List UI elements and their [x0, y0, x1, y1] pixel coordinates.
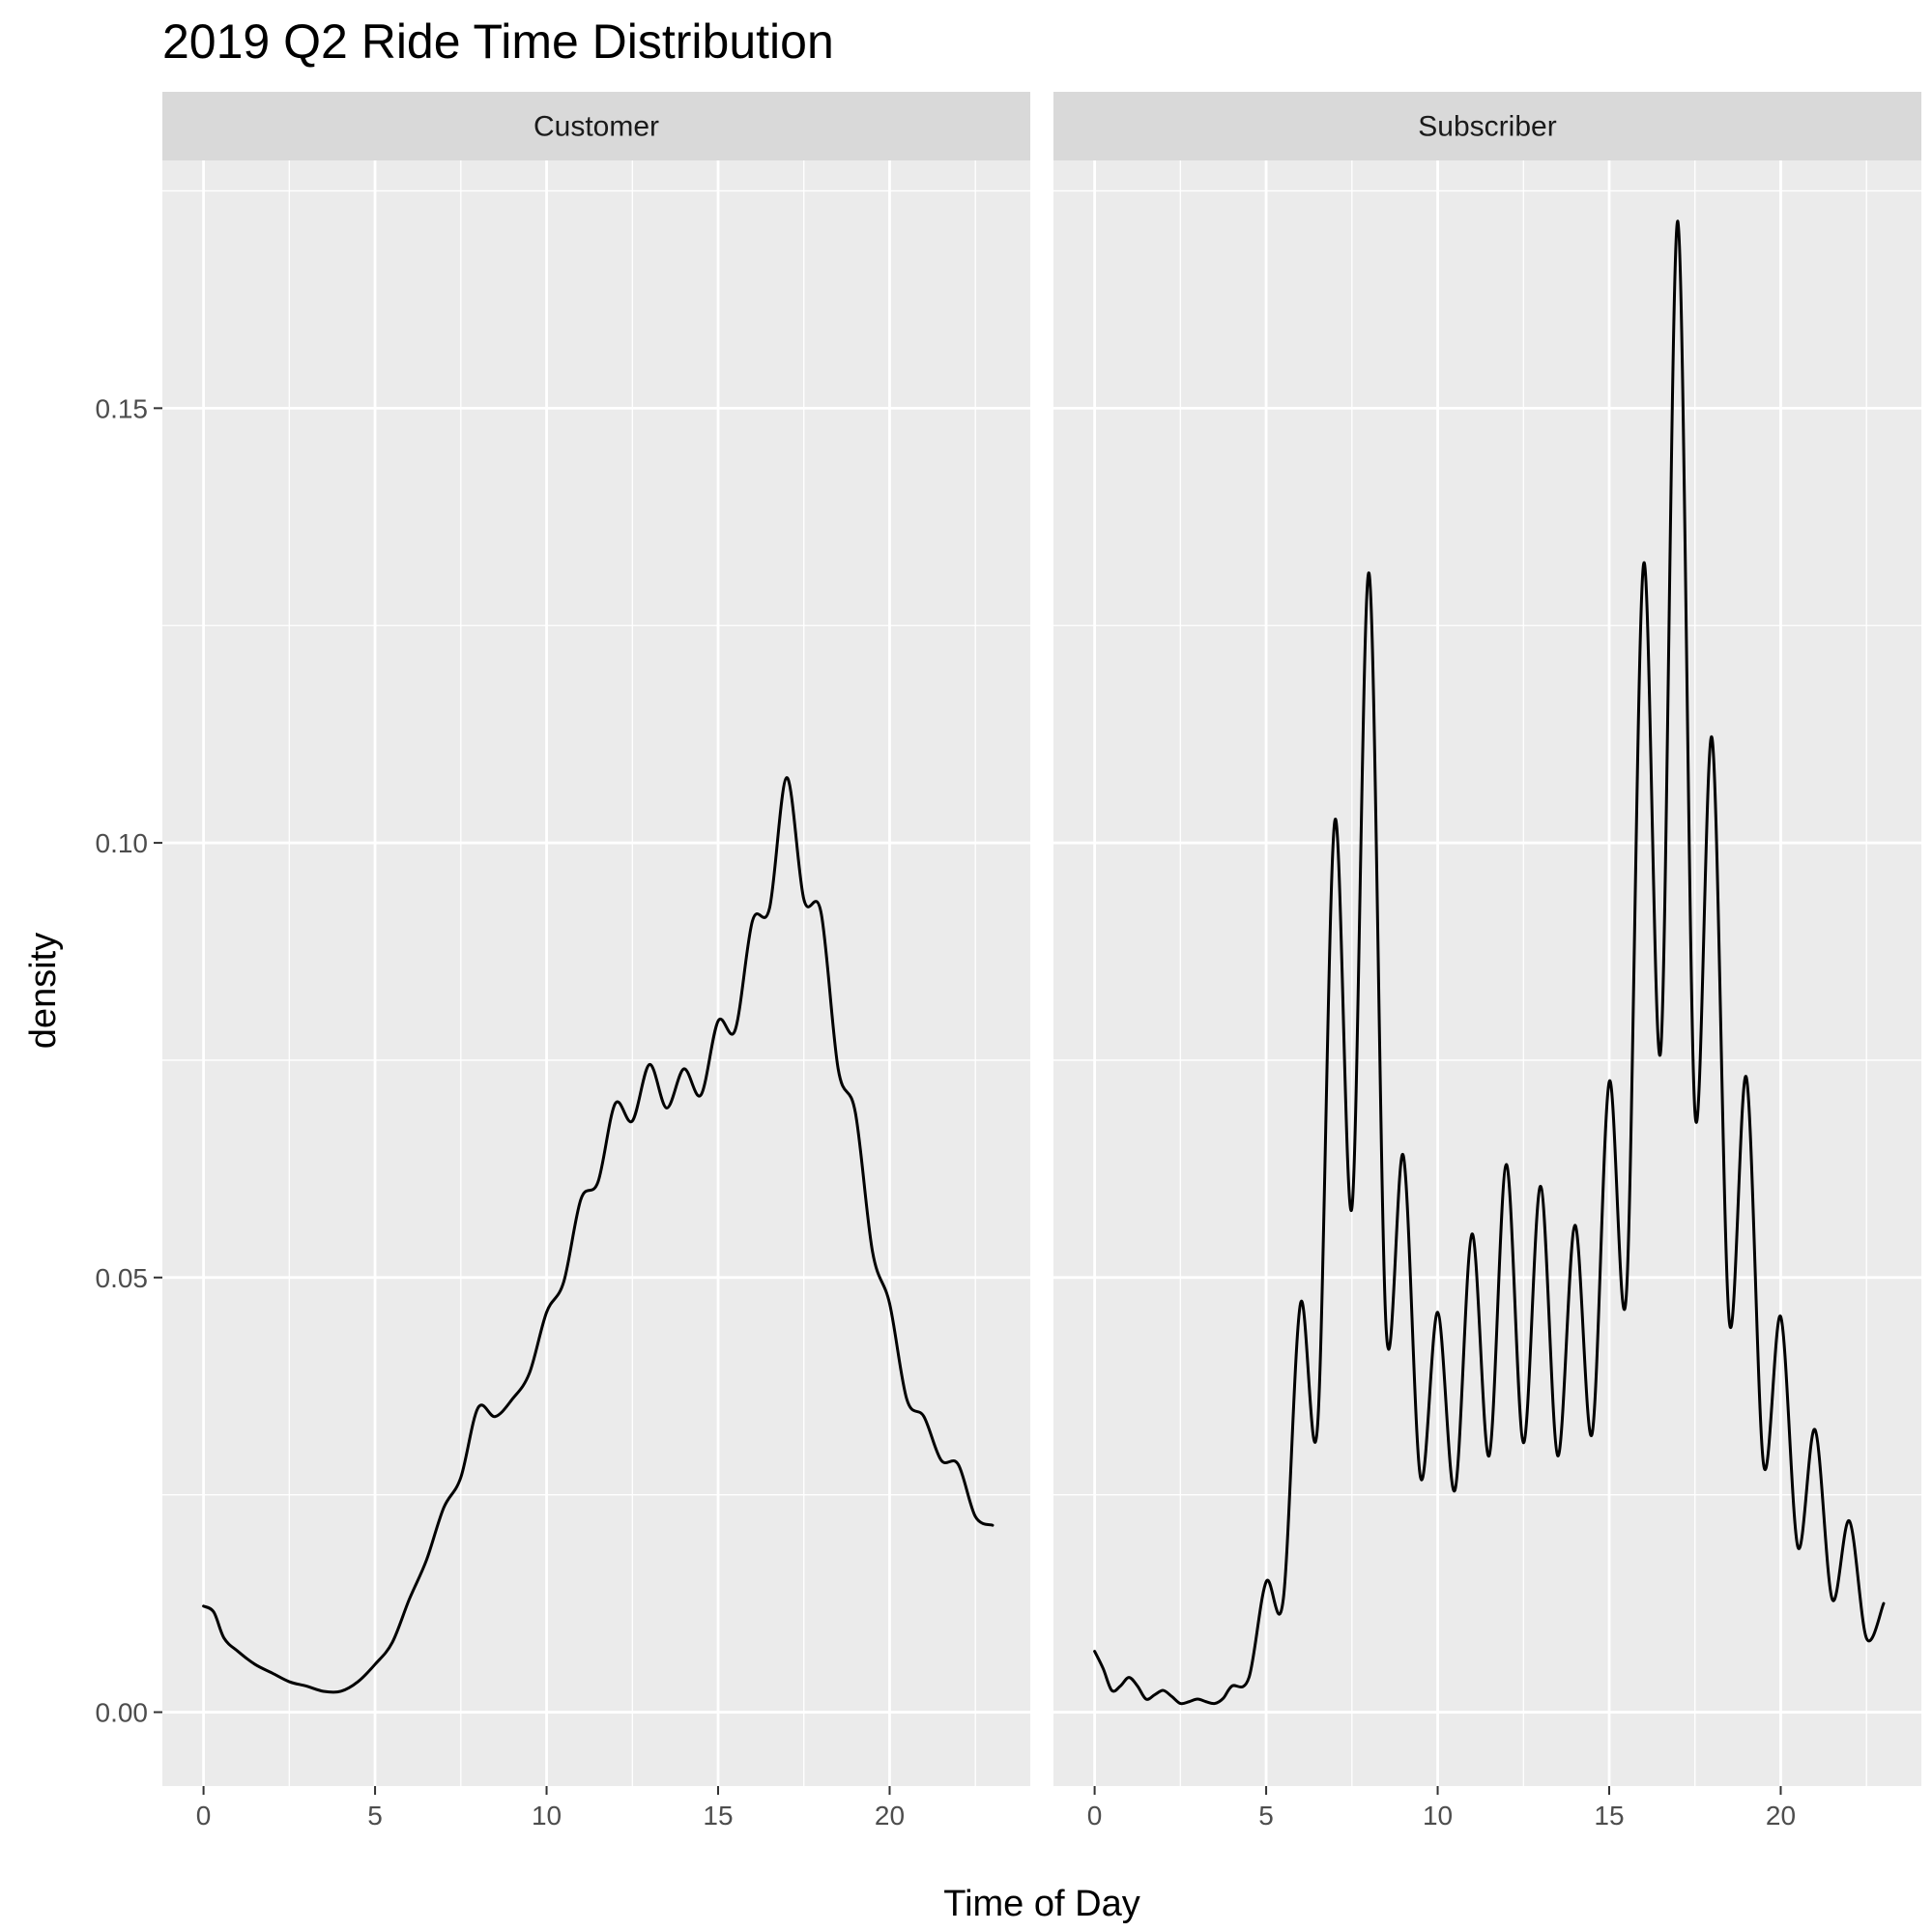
y-tick-label: 0.00: [96, 1698, 149, 1728]
strip-label: Customer: [533, 111, 659, 143]
density-line-customer: [202, 776, 995, 1694]
strip-background: [1053, 92, 1921, 160]
strip-background: [162, 92, 1030, 160]
x-tick-label: 0: [196, 1801, 212, 1831]
x-tick-label: 5: [1258, 1801, 1274, 1831]
panel-background: [1053, 160, 1921, 1786]
x-tick-label: 15: [1594, 1801, 1624, 1831]
x-tick-label: 10: [532, 1801, 562, 1831]
x-tick-label: 0: [1087, 1801, 1103, 1831]
x-tick-label: 20: [875, 1801, 905, 1831]
facet-panel-subscriber: Subscriber 0 5 10 15 20: [1053, 92, 1921, 1831]
x-tick-label: 10: [1423, 1801, 1453, 1831]
facet-panel-customer: Customer 0 5 10 15 20 0.00 0.05 0.10 0.15: [96, 92, 1030, 1831]
strip-label: Subscriber: [1418, 111, 1556, 143]
x-tick-label: 20: [1766, 1801, 1796, 1831]
panel-background: [162, 160, 1030, 1786]
chart-title: 2019 Q2 Ride Time Distribution: [162, 14, 834, 69]
panels-layer: Customer 0 5 10 15 20 0.00 0.05 0.10 0.15 Subscrib…: [96, 92, 1921, 1831]
x-tick-label: 15: [703, 1801, 733, 1831]
density-line-subscriber: [1093, 219, 1886, 1706]
y-tick-label: 0.10: [96, 828, 149, 858]
x-axis-label: Time of Day: [943, 1884, 1139, 1924]
y-tick-label: 0.15: [96, 393, 149, 423]
y-axis-label: density: [23, 933, 64, 1049]
x-tick-label: 5: [367, 1801, 383, 1831]
y-tick-label: 0.05: [96, 1263, 149, 1293]
